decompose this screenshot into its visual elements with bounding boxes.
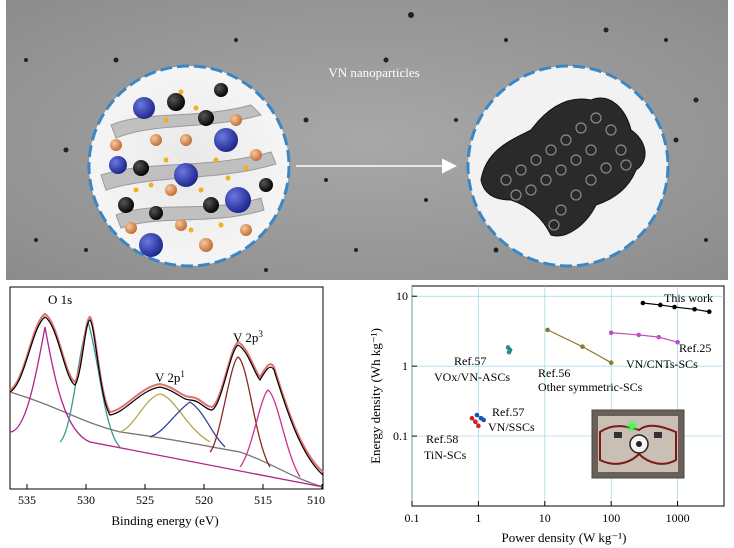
data-point bbox=[640, 300, 646, 306]
xps-x-axis: 535 530 525 520 515 510 bbox=[18, 484, 325, 507]
x-tick-label: 100 bbox=[602, 511, 620, 525]
xps-fit-envelope bbox=[9, 312, 324, 473]
xps-tick-515: 515 bbox=[254, 493, 272, 507]
xps-raw-data bbox=[9, 316, 324, 476]
label-this-work: This work bbox=[664, 291, 713, 305]
vn-nanoparticles-label: VN nanoparticles bbox=[328, 65, 419, 80]
series-line bbox=[611, 332, 678, 343]
nanoparticle-cluster bbox=[480, 97, 646, 237]
label-ref58: Ref.58 bbox=[426, 432, 458, 446]
label-voxvn-ascs: VOx/VN-ASCs bbox=[434, 370, 510, 384]
v2p3-peak-label: V 2p3 bbox=[233, 329, 263, 345]
small-yellow-dots bbox=[133, 89, 249, 233]
ragone-axes: 0.1 1 10 100 1000 0.1 1 10 bbox=[393, 289, 690, 525]
data-point bbox=[636, 332, 642, 338]
data-point bbox=[476, 423, 481, 429]
y-tick-label: 10 bbox=[396, 289, 408, 303]
data-point bbox=[692, 307, 697, 312]
label-ref25: Ref.25 bbox=[679, 341, 711, 355]
data-point bbox=[545, 327, 550, 333]
data-point bbox=[658, 302, 663, 308]
series-ref-57-vn-sscs bbox=[474, 412, 486, 423]
v2p3-peak-label-text: V 2p bbox=[233, 330, 258, 345]
x-tick-label: 1000 bbox=[666, 511, 690, 525]
ragone-series bbox=[469, 300, 712, 429]
y-tick-label: 0.1 bbox=[393, 429, 408, 443]
series-ref-56-other-symmetric-scs bbox=[545, 327, 614, 366]
ragone-plot-panel: 0.1 1 10 100 1000 0.1 1 10 This work Ref.25 VN/… bbox=[368, 285, 725, 545]
x-tick-label: 0.1 bbox=[405, 511, 420, 525]
data-point bbox=[506, 349, 512, 355]
v2p1-peak-label-text: V 2p bbox=[155, 370, 180, 385]
xps-tick-520: 520 bbox=[195, 493, 213, 507]
xps-v2p3-component-brown bbox=[209, 356, 271, 468]
data-point bbox=[474, 412, 480, 418]
xps-plot-frame bbox=[9, 286, 324, 490]
data-point bbox=[656, 334, 662, 340]
ragone-y-axis-title: Energy density (Wh kg⁻¹) bbox=[368, 328, 383, 464]
right-tem-circle bbox=[466, 64, 670, 268]
xps-tick-510: 510 bbox=[307, 493, 325, 507]
label-ref57-voxvn: Ref.57 bbox=[454, 354, 486, 368]
v2p1-peak-label-sup: 1 bbox=[180, 369, 185, 379]
ragone-x-axis-title: Power density (W kg⁻¹) bbox=[502, 530, 627, 545]
data-point bbox=[469, 415, 475, 421]
x-tick-label: 1 bbox=[475, 511, 481, 525]
label-tin-scs: TiN-SCs bbox=[424, 448, 467, 462]
xps-v2p3-component-pink bbox=[239, 389, 301, 478]
xps-baseline-curve bbox=[9, 391, 324, 488]
label-ref57-vnsscs: Ref.57 bbox=[492, 405, 524, 419]
series-ref-58-tin-scs bbox=[469, 415, 481, 429]
series-this-work bbox=[640, 300, 712, 315]
series-ref-25-vn-cnts-scs bbox=[608, 330, 680, 345]
data-point bbox=[675, 339, 680, 345]
label-other-symmetric-scs: Other symmetric-SCs bbox=[538, 380, 643, 394]
v2p3-peak-label-sup: 3 bbox=[258, 329, 263, 339]
left-schematic-circle bbox=[87, 64, 291, 268]
label-ref56: Ref.56 bbox=[538, 366, 570, 380]
series-ref-57-vox-vn-ascs bbox=[505, 345, 513, 355]
v2p1-peak-label: V 2p1 bbox=[155, 369, 185, 385]
data-point bbox=[580, 344, 585, 349]
xps-o1s-component-magenta bbox=[9, 326, 324, 488]
data-point bbox=[473, 419, 478, 425]
data-point bbox=[672, 304, 677, 310]
label-vn-sscs: VN/SSCs bbox=[488, 420, 535, 434]
x-tick-label: 10 bbox=[539, 511, 551, 525]
data-point bbox=[608, 330, 614, 336]
xps-v2p1-component-olive bbox=[119, 393, 211, 443]
xps-curves bbox=[9, 312, 324, 488]
device-photo-inset bbox=[591, 409, 685, 479]
y-tick-label: 1 bbox=[402, 359, 408, 373]
o1s-peak-label: O 1s bbox=[48, 292, 72, 307]
label-vn-cnts-scs: VN/CNTs-SCs bbox=[626, 357, 698, 371]
xps-tick-530: 530 bbox=[77, 493, 95, 507]
data-point bbox=[706, 309, 712, 315]
xps-tick-525: 525 bbox=[136, 493, 154, 507]
xps-x-axis-title: Binding energy (eV) bbox=[111, 513, 218, 528]
cluster-highlights bbox=[500, 112, 632, 231]
xps-v2p1-component-blue bbox=[149, 401, 226, 448]
nanoparticle-balls bbox=[109, 83, 273, 257]
data-point bbox=[608, 360, 614, 366]
tem-illustration-panel: VN nanoparticles bbox=[6, 0, 728, 280]
data-point bbox=[481, 417, 486, 423]
xps-tick-535: 535 bbox=[18, 493, 36, 507]
xps-spectrum-panel: O 1s V 2p1 V 2p3 535 530 525 520 515 510… bbox=[9, 286, 325, 528]
